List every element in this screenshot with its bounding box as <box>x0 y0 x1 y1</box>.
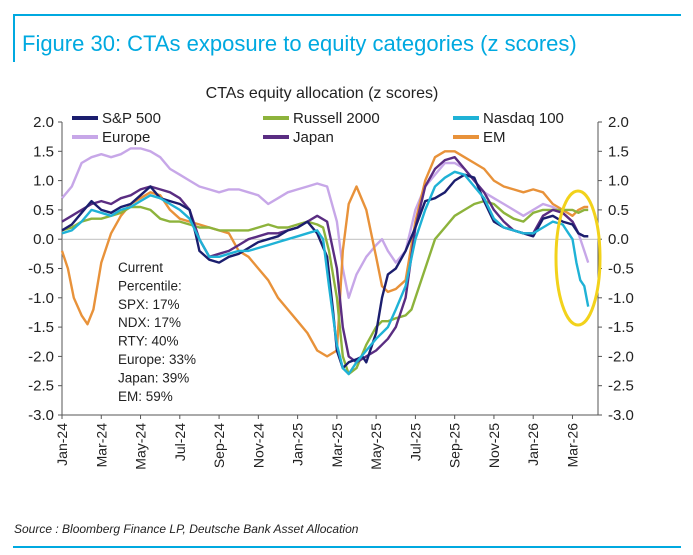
y-tick-label-left: 1.5 <box>33 143 54 160</box>
chart-title: CTAs equity allocation (z scores) <box>206 85 439 102</box>
series-line-japan <box>61 155 589 364</box>
x-tick-label: Mar-25 <box>329 423 345 468</box>
x-tick-label: Sep-25 <box>447 423 463 468</box>
legend-label: S&P 500 <box>102 110 161 127</box>
x-tick-label: Nov-25 <box>486 423 502 468</box>
y-tick-label-left: -1.0 <box>28 290 54 307</box>
series-line-europe <box>61 147 590 299</box>
x-tick-label: Jan-25 <box>290 423 306 466</box>
x-tick-label: Sep-24 <box>211 423 227 468</box>
y-tick-label-left: 2.0 <box>33 114 54 131</box>
x-tick-label: Jan-26 <box>525 423 541 466</box>
y-tick-label-right: 0.5 <box>608 202 629 219</box>
series-lines <box>60 147 590 376</box>
y-tick-label-left: -3.0 <box>28 407 54 424</box>
x-tick-label: Mar-24 <box>93 423 109 468</box>
y-tick-label-right: 2.0 <box>608 114 629 131</box>
y-tick-label-right: 1.5 <box>608 143 629 160</box>
y-tick-label-left: -1.5 <box>28 319 54 336</box>
x-tick-label: Mar-26 <box>564 423 580 468</box>
annotation-line: Percentile: <box>118 278 182 293</box>
legend-label: EM <box>483 129 506 146</box>
annotation-line: EM: 59% <box>118 389 173 404</box>
annotation-line: Europe: 33% <box>118 352 196 367</box>
x-tick-label: Jul-24 <box>172 423 188 461</box>
x-tick-label: May-24 <box>133 423 149 470</box>
legend-label: Europe <box>102 129 150 146</box>
x-tick-label: Jul-25 <box>407 423 423 461</box>
figure-bottom-rule <box>13 546 681 548</box>
legend-label: Nasdaq 100 <box>483 110 564 127</box>
y-tick-label-right: -2.5 <box>608 378 634 395</box>
y-tick-label-left: -2.0 <box>28 348 54 365</box>
y-tick-label-right: -1.0 <box>608 290 634 307</box>
y-tick-label-right: 0.0 <box>608 231 629 248</box>
annotation-line: Current <box>118 260 163 275</box>
figure-left-rule <box>13 14 15 62</box>
y-tick-label-right: -2.0 <box>608 348 634 365</box>
y-tick-label-right: 1.0 <box>608 173 629 190</box>
y-tick-label-right: -1.5 <box>608 319 634 336</box>
source-note: Source : Bloomberg Finance LP, Deutsche … <box>14 522 359 536</box>
annotation-line: SPX: 17% <box>118 297 180 312</box>
annotation-line: NDX: 17% <box>118 315 181 330</box>
y-tick-label-right: -0.5 <box>608 261 634 278</box>
series-line-nasdaq-100 <box>61 170 590 376</box>
x-tick-label: May-25 <box>368 423 384 470</box>
y-tick-label-left: -2.5 <box>28 378 54 395</box>
axes: 2.0 2.0 1.5 1.5 1.0 1.0 0.5 0.5 0.0 0.0 -0.5 -0.5 -1… <box>28 114 634 470</box>
legend-label: Russell 2000 <box>293 110 380 127</box>
x-tick-label: Jan-24 <box>54 423 70 466</box>
annotation-line: Japan: 39% <box>118 370 189 385</box>
y-tick-label-left: 0.5 <box>33 202 54 219</box>
legend-label: Japan <box>293 129 334 146</box>
y-tick-label-left: -0.5 <box>28 261 54 278</box>
y-tick-label-left: 1.0 <box>33 173 54 190</box>
figure-title: Figure 30: CTAs exposure to equity categ… <box>22 31 577 56</box>
series-line-em <box>60 150 589 358</box>
annotation-line: RTY: 40% <box>118 334 179 349</box>
figure-top-rule <box>13 14 681 16</box>
series-line-russell-2000 <box>61 199 589 376</box>
x-tick-label: Nov-24 <box>250 423 266 468</box>
y-tick-label-right: -3.0 <box>608 407 634 424</box>
percentile-annotation: Current Percentile: SPX: 17% NDX: 17% RTY: 4… <box>118 260 196 404</box>
y-tick-label-left: 0.0 <box>33 231 54 248</box>
legend: S&P 500 Russell 2000 Nasdaq 100 Europe Japan… <box>72 110 564 146</box>
highlight-circle <box>554 189 602 327</box>
